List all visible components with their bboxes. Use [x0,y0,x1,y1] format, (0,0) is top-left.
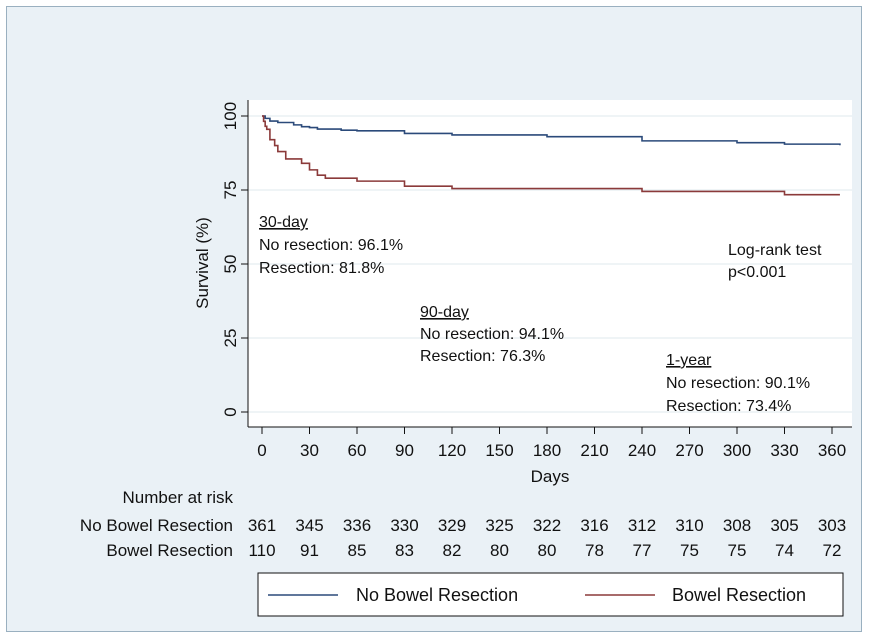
logrank-line1: Log-rank test [728,242,822,259]
x-tick-label-60: 60 [348,441,367,460]
annotation-90day-title: 90-day [420,304,469,321]
risk-value-no-resection-270: 310 [675,516,703,535]
x-tick-label-300: 300 [723,441,751,460]
annotation-30day-title: 30-day [259,214,308,231]
x-tick-label-270: 270 [675,441,703,460]
risk-value-no-resection-210: 316 [580,516,608,535]
x-tick-label-240: 240 [628,441,656,460]
tick-labels: 0 25 50 75 100 0 30 60 90 120 150 180 210 240 270 300 33… [221,102,846,460]
x-axis-label: Days [531,467,570,486]
risk-value-no-resection-60: 336 [343,516,371,535]
legend-box [257,572,844,617]
risk-value-no-resection-120: 329 [438,516,466,535]
risk-value-resection-330: 74 [775,541,794,560]
risk-value-no-resection-360: 303 [818,516,846,535]
legend-label-resection: Bowel Resection [672,585,806,605]
x-tick-label-150: 150 [485,441,513,460]
annotation-90day-line1: No resection: 94.1% [420,326,564,343]
risk-value-resection-90: 83 [395,541,414,560]
x-tick-label-0: 0 [257,441,266,460]
x-tick-label-120: 120 [438,441,466,460]
gridlines [248,115,852,413]
x-tick-label-360: 360 [818,441,846,460]
risk-value-resection-210: 78 [585,541,604,560]
logrank-line2: p<0.001 [728,264,786,281]
axes [241,100,852,434]
risk-value-no-resection-180: 322 [533,516,561,535]
risk-row-label-resection: Bowel Resection [106,541,233,560]
risk-row-label-no-resection: No Bowel Resection [80,516,233,535]
annotation-1year-line2: Resection: 73.4% [666,398,791,415]
risk-value-resection-30: 91 [300,541,319,560]
risk-value-no-resection-90: 330 [390,516,418,535]
legend-label-no-resection: No Bowel Resection [356,585,518,605]
risk-value-resection-270: 75 [680,541,699,560]
risk-value-no-resection-0: 361 [248,516,276,535]
y-tick-label-0: 0 [221,407,240,416]
x-tick-label-210: 210 [580,441,608,460]
x-tick-label-30: 30 [300,441,319,460]
risk-value-no-resection-330: 305 [770,516,798,535]
y-tick-label-100: 100 [221,102,240,130]
series-line-bowel-resection [262,115,840,196]
risk-value-resection-150: 80 [490,541,509,560]
annotation-90day-line2: Resection: 76.3% [420,348,545,365]
risk-table-header: Number at risk [122,488,233,507]
risk-value-no-resection-300: 308 [723,516,751,535]
y-tick-label-50: 50 [221,255,240,274]
risk-value-resection-300: 75 [728,541,747,560]
risk-values: 361 345 336 330 329 325 322 316 312 310 308 305 303 1… [248,516,846,560]
annotation-30day-line1: No resection: 96.1% [259,237,403,254]
risk-value-resection-60: 85 [348,541,367,560]
y-tick-label-25: 25 [221,329,240,348]
y-tick-label-75: 75 [221,181,240,200]
risk-value-resection-0: 110 [248,541,275,560]
x-tick-label-330: 330 [770,441,798,460]
risk-value-no-resection-150: 325 [485,516,513,535]
series-line-no-bowel-resection [262,115,841,146]
risk-value-resection-240: 77 [633,541,652,560]
risk-value-no-resection-240: 312 [628,516,656,535]
annotation-30day-line2: Resection: 81.8% [259,260,384,277]
x-tick-label-90: 90 [395,441,414,460]
annotation-1year-title: 1-year [666,352,712,369]
series-lines [262,115,841,196]
risk-value-no-resection-30: 345 [295,516,323,535]
y-axis-label: Survival (%) [193,217,212,309]
annotation-1year-line1: No resection: 90.1% [666,375,810,392]
risk-value-resection-360: 72 [823,541,842,560]
x-tick-label-180: 180 [533,441,561,460]
risk-value-resection-120: 82 [443,541,462,560]
risk-value-resection-180: 80 [538,541,557,560]
